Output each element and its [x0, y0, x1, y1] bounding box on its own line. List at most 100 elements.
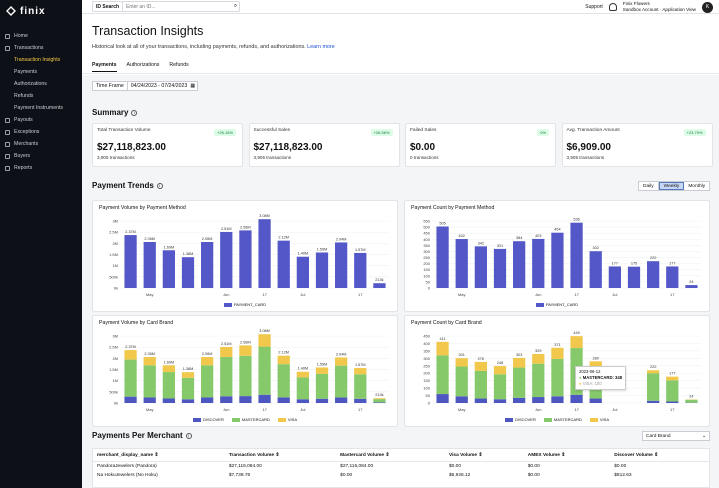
- bar[interactable]: [335, 242, 348, 288]
- bar-visa[interactable]: [124, 350, 137, 360]
- bar-mastercard[interactable]: [296, 377, 309, 400]
- bar-visa[interactable]: [315, 367, 329, 374]
- sidebar-item-transaction-insights[interactable]: Transaction Insights: [0, 54, 82, 66]
- bar[interactable]: [354, 252, 367, 288]
- bar-mastercard[interactable]: [239, 355, 252, 397]
- sidebar-item-home[interactable]: Home: [0, 30, 82, 42]
- bar-discover[interactable]: [296, 399, 309, 403]
- bar-discover[interactable]: [124, 396, 137, 403]
- bar-discover[interactable]: [474, 398, 487, 403]
- sidebar-item-exceptions[interactable]: Exceptions: [0, 126, 82, 138]
- bar-visa[interactable]: [570, 336, 583, 349]
- toggle-monthly[interactable]: Monthly: [688, 183, 706, 189]
- info-icon[interactable]: i: [156, 182, 163, 189]
- bar-visa[interactable]: [239, 345, 252, 356]
- bar-discover[interactable]: [220, 396, 233, 403]
- bar-mastercard[interactable]: [493, 374, 507, 400]
- sidebar-item-transactions[interactable]: Transactions: [0, 42, 82, 54]
- calendar-icon[interactable]: ▦: [190, 83, 196, 89]
- sidebar-item-merchants[interactable]: Merchants: [0, 138, 82, 150]
- bar-visa[interactable]: [532, 354, 545, 364]
- bar-mastercard[interactable]: [647, 373, 660, 401]
- bar-discover[interactable]: [239, 396, 252, 403]
- bar-discover[interactable]: [258, 394, 271, 403]
- bar[interactable]: [296, 256, 309, 288]
- bar-visa[interactable]: [162, 365, 175, 373]
- bar[interactable]: [277, 240, 290, 288]
- id-search-input[interactable]: [123, 3, 232, 10]
- bar-visa[interactable]: [373, 398, 386, 400]
- toggle-daily[interactable]: Daily: [639, 182, 659, 190]
- bell-icon[interactable]: [608, 3, 617, 11]
- bar-mastercard[interactable]: [220, 357, 233, 397]
- bar-mastercard[interactable]: [474, 370, 487, 399]
- bar-visa[interactable]: [551, 347, 564, 359]
- bar-visa[interactable]: [296, 371, 309, 378]
- bar[interactable]: [315, 252, 329, 288]
- bar-visa[interactable]: [647, 370, 660, 374]
- tab-refunds[interactable]: Refunds: [169, 62, 189, 68]
- bar-discover[interactable]: [436, 394, 449, 403]
- sidebar-item-payment-instruments[interactable]: Payment Instruments: [0, 102, 82, 114]
- toggle-weekly[interactable]: Weekly: [658, 182, 685, 190]
- bar[interactable]: [258, 219, 271, 288]
- id-search-label[interactable]: ID Search: [93, 2, 124, 11]
- legend-payment-card[interactable]: PAYMENT_CARD: [535, 302, 578, 307]
- bar-mastercard[interactable]: [455, 366, 468, 397]
- time-frame-value[interactable]: 04/24/2023 - 07/24/2023: [130, 83, 188, 89]
- tab-authorizations[interactable]: Authorizations: [126, 62, 160, 68]
- legend-visa[interactable]: VISA: [589, 417, 609, 422]
- bar-discover[interactable]: [373, 402, 386, 403]
- bar-discover[interactable]: [277, 397, 290, 403]
- bar[interactable]: [627, 266, 641, 288]
- bar-discover[interactable]: [354, 398, 367, 403]
- bar-discover[interactable]: [455, 396, 468, 403]
- bar[interactable]: [532, 238, 545, 288]
- bar-visa[interactable]: [181, 372, 195, 378]
- column-header[interactable]: AMEX Volume ⇕: [523, 449, 611, 462]
- time-frame-picker[interactable]: Time Frame 04/24/2023 - 07/24/2023 ▦: [92, 81, 199, 91]
- bar-mastercard[interactable]: [201, 365, 214, 398]
- bar-visa[interactable]: [436, 341, 449, 356]
- column-header[interactable]: Discover Volume ⇕: [610, 449, 709, 462]
- bar-visa[interactable]: [666, 376, 679, 381]
- bar-visa[interactable]: [277, 355, 290, 365]
- bar[interactable]: [589, 251, 602, 288]
- bar-discover[interactable]: [181, 399, 195, 403]
- bar[interactable]: [493, 248, 507, 288]
- bar-visa[interactable]: [201, 356, 214, 366]
- tab-payments[interactable]: Payments: [92, 62, 117, 72]
- bar-mastercard[interactable]: [354, 374, 367, 399]
- bar-mastercard[interactable]: [666, 380, 679, 402]
- bar-visa[interactable]: [354, 367, 367, 375]
- bar[interactable]: [570, 222, 583, 288]
- bar[interactable]: [239, 230, 252, 288]
- bar-visa[interactable]: [493, 366, 507, 375]
- legend-mastercard[interactable]: MASTERCARD: [543, 417, 582, 422]
- bar-discover[interactable]: [666, 401, 679, 403]
- bar[interactable]: [220, 231, 233, 288]
- bar[interactable]: [373, 283, 386, 288]
- bar[interactable]: [608, 266, 621, 288]
- bar-mastercard[interactable]: [315, 373, 329, 399]
- bar-visa[interactable]: [474, 361, 487, 371]
- bar-visa[interactable]: [589, 361, 602, 370]
- legend-visa[interactable]: VISA: [277, 417, 297, 422]
- bar[interactable]: [513, 241, 526, 288]
- info-icon[interactable]: i: [185, 432, 192, 439]
- bar-mastercard[interactable]: [143, 365, 156, 398]
- bar[interactable]: [474, 246, 487, 288]
- table-row[interactable]: PandoraJewelers (Pandora) $27,116,084.00 $…: [93, 462, 709, 472]
- bar-mastercard[interactable]: [436, 355, 449, 395]
- bar-discover[interactable]: [551, 396, 564, 403]
- bar-visa[interactable]: [220, 346, 233, 358]
- search-icon[interactable]: ⌕: [233, 3, 238, 9]
- bar-mastercard[interactable]: [181, 377, 195, 400]
- column-header[interactable]: Mastercard Volume ⇕: [336, 449, 445, 462]
- avatar[interactable]: K: [702, 1, 713, 13]
- sidebar-item-buyers[interactable]: Buyers: [0, 150, 82, 162]
- bar-discover[interactable]: [315, 398, 329, 403]
- bar-discover[interactable]: [570, 394, 583, 403]
- legend-discover[interactable]: DISCOVER: [192, 417, 224, 422]
- legend-mastercard[interactable]: MASTERCARD: [231, 417, 270, 422]
